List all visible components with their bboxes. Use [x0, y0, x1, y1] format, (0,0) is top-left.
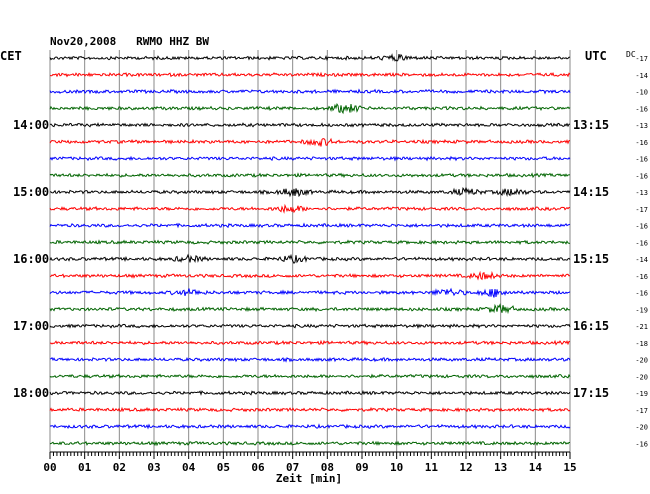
- dc-offset-7: -16: [635, 172, 648, 180]
- dc-offset-12: -14: [635, 256, 648, 264]
- trace-1: [49, 71, 571, 78]
- x-tick-label-02: 02: [113, 461, 126, 474]
- x-tick-label-11: 11: [425, 461, 439, 474]
- trace-12: [49, 253, 571, 265]
- dc-offset-3: -16: [635, 105, 648, 113]
- trace-23: [49, 440, 571, 447]
- dc-offset-10: -16: [635, 223, 648, 231]
- utc-label: UTC: [585, 49, 607, 63]
- dc-offset-16: -21: [635, 323, 648, 331]
- trace-18: [49, 356, 571, 363]
- trace-7: [49, 172, 571, 179]
- trace-19: [49, 373, 571, 379]
- x-axis-label: Zeit [min]: [276, 472, 342, 485]
- cet-hour-label: 14:00: [13, 118, 49, 132]
- dc-offset-2: -10: [635, 89, 648, 97]
- dc-offset-13: -16: [635, 273, 648, 281]
- trace-17: [49, 339, 571, 346]
- x-tick-label-05: 05: [217, 461, 230, 474]
- dc-offset-20: -19: [635, 390, 648, 398]
- dc-offset-8: -13: [635, 189, 648, 197]
- dc-offset-1: -14: [635, 72, 648, 80]
- trace-0: [49, 53, 571, 62]
- trace-3: [49, 103, 571, 115]
- dc-offset-18: -20: [635, 357, 648, 365]
- cet-hour-label: 15:00: [13, 185, 49, 199]
- minute-grid: [49, 50, 571, 452]
- trace-4: [49, 122, 571, 128]
- x-tick-label-15: 15: [563, 461, 576, 474]
- cet-hour-label: 17:00: [13, 319, 49, 333]
- x-tick-label-03: 03: [147, 461, 160, 474]
- cet-hour-label: 16:00: [13, 252, 49, 266]
- dc-offset-23: -16: [635, 440, 648, 448]
- dc-offset-14: -16: [635, 290, 648, 298]
- utc-hour-label: 14:15: [573, 185, 609, 199]
- trace-13: [49, 270, 571, 281]
- x-tick-label-00: 00: [43, 461, 56, 474]
- trace-10: [49, 222, 571, 229]
- dc-offset-5: -16: [635, 139, 648, 147]
- trace-8: [49, 187, 571, 198]
- trace-21: [49, 406, 571, 413]
- trace-2: [49, 88, 571, 95]
- dc-offset-6: -16: [635, 156, 648, 164]
- dc-offset-22: -20: [635, 424, 648, 432]
- cet-label: CET: [0, 49, 22, 63]
- trace-9: [49, 203, 571, 214]
- x-tick-label-06: 06: [251, 461, 265, 474]
- x-tick-label-12: 12: [459, 461, 472, 474]
- x-tick-label-14: 14: [529, 461, 543, 474]
- x-tick-label-13: 13: [494, 461, 507, 474]
- x-tick-label-07: 07: [286, 461, 299, 474]
- time-axis: 00 01 02 03 04 05 06 07 08 09 10 11 12 13 14 15: [43, 451, 577, 474]
- dc-offset-0: -17: [635, 55, 648, 63]
- cet-hour-label: 18:00: [13, 386, 49, 400]
- dc-offset-4: -13: [635, 122, 648, 130]
- utc-hour-label: 15:15: [573, 252, 609, 266]
- trace-11: [49, 239, 571, 246]
- seismogram-traces: [49, 53, 571, 447]
- trace-16: [49, 323, 571, 330]
- trace-15: [49, 303, 571, 315]
- dc-offset-21: -17: [635, 407, 648, 415]
- trace-22: [49, 423, 571, 430]
- utc-hour-label: 16:15: [573, 319, 609, 333]
- x-tick-label-10: 10: [390, 461, 403, 474]
- trace-20: [49, 389, 571, 396]
- trace-14: [49, 287, 571, 298]
- x-tick-label-04: 04: [182, 461, 196, 474]
- chart-title: Nov20,2008 RWMO HHZ BW: [50, 35, 209, 48]
- dc-offset-9: -17: [635, 206, 648, 214]
- dc-header: DC: [626, 50, 636, 59]
- chart-labels: Nov20,2008 RWMO HHZ BW CET UTC DC Zeit […: [0, 35, 648, 485]
- dc-offset-19: -20: [635, 373, 648, 381]
- trace-6: [49, 155, 571, 162]
- utc-hour-label: 17:15: [573, 386, 609, 400]
- dc-offset-11: -16: [635, 239, 648, 247]
- x-tick-label-08: 08: [321, 461, 334, 474]
- x-tick-label-09: 09: [355, 461, 368, 474]
- dc-offset-15: -19: [635, 306, 648, 314]
- x-tick-label-01: 01: [78, 461, 92, 474]
- dc-offset-17: -18: [635, 340, 648, 348]
- trace-5: [49, 137, 571, 147]
- utc-hour-label: 13:15: [573, 118, 609, 132]
